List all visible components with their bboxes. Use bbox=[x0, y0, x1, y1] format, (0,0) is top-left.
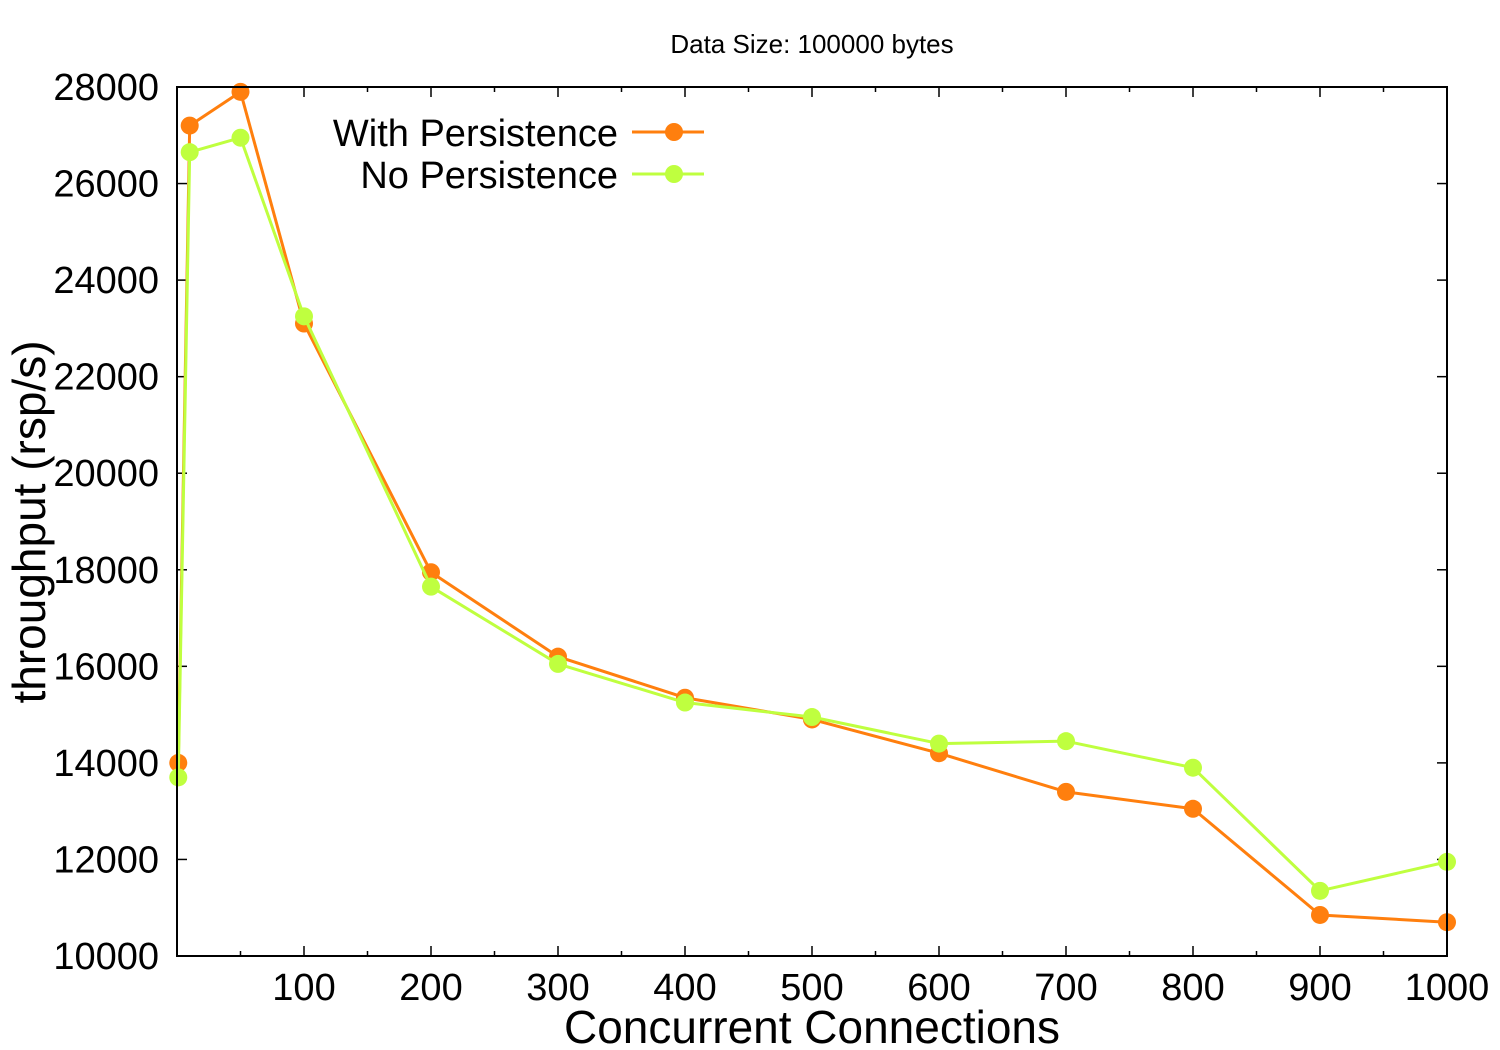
series-1-point bbox=[1311, 905, 1329, 924]
plot-frame bbox=[176, 86, 1448, 957]
legend-marker-2 bbox=[665, 165, 683, 183]
x-tick-label: 500 bbox=[780, 967, 843, 1009]
x-tick-label: 300 bbox=[526, 967, 589, 1009]
plot-series bbox=[169, 82, 1456, 932]
series-2-point bbox=[803, 708, 821, 727]
chart-title: Data Size: 100000 bytes bbox=[670, 29, 953, 59]
series-2-point bbox=[169, 768, 188, 787]
legend-label-1: With Persistence bbox=[333, 113, 618, 155]
y-tick-label: 12000 bbox=[53, 839, 159, 881]
legend-label-2: No Persistence bbox=[360, 155, 618, 197]
x-tick-label: 200 bbox=[399, 967, 462, 1009]
series-2-point bbox=[231, 128, 250, 147]
y-tick-label: 20000 bbox=[53, 453, 159, 495]
series-1-point bbox=[231, 82, 250, 101]
x-axis-label: Concurrent Connections bbox=[564, 1001, 1060, 1050]
x-tick-label: 1000 bbox=[1405, 967, 1490, 1009]
series-1-point bbox=[1184, 799, 1202, 818]
x-tick-label: 600 bbox=[907, 967, 970, 1009]
y-axis-ticks: 10000 12000 14000 16000 18000 20000 22000 24000… bbox=[53, 67, 1447, 978]
y-tick-label: 16000 bbox=[53, 646, 159, 688]
y-axis-label: throughput (rsp/s) bbox=[3, 340, 55, 703]
y-tick-label: 10000 bbox=[53, 936, 159, 978]
series-2-point bbox=[676, 693, 694, 712]
x-tick-label: 800 bbox=[1161, 967, 1224, 1009]
series-1-point bbox=[180, 116, 199, 135]
series-2-point bbox=[1184, 758, 1202, 777]
series-line-1 bbox=[176, 90, 1448, 924]
series-2-point bbox=[1311, 881, 1329, 900]
series-line-2 bbox=[176, 136, 1448, 893]
y-tick-label: 18000 bbox=[53, 550, 159, 592]
x-axis-ticks: 100 200 300 400 500 600 700 800 900 1000 bbox=[239, 87, 1490, 1009]
y-tick-label: 26000 bbox=[53, 164, 159, 206]
legend-marker-1 bbox=[665, 123, 683, 141]
x-tick-label: 100 bbox=[272, 967, 335, 1009]
y-tick-label: 22000 bbox=[53, 357, 159, 399]
series-2-point bbox=[295, 307, 313, 326]
y-tick-label: 28000 bbox=[53, 67, 159, 109]
series-2-point bbox=[422, 577, 440, 596]
y-tick-label: 14000 bbox=[53, 743, 159, 785]
series-1-point bbox=[1057, 782, 1075, 801]
series-2-point bbox=[930, 734, 948, 753]
series-2-point bbox=[180, 143, 199, 162]
series-2-point bbox=[1057, 732, 1075, 751]
y-tick-label: 24000 bbox=[53, 260, 159, 302]
x-tick-label: 400 bbox=[653, 967, 716, 1009]
series-2-point bbox=[549, 654, 567, 673]
x-tick-label: 900 bbox=[1288, 967, 1351, 1009]
x-tick-label: 700 bbox=[1034, 967, 1097, 1009]
